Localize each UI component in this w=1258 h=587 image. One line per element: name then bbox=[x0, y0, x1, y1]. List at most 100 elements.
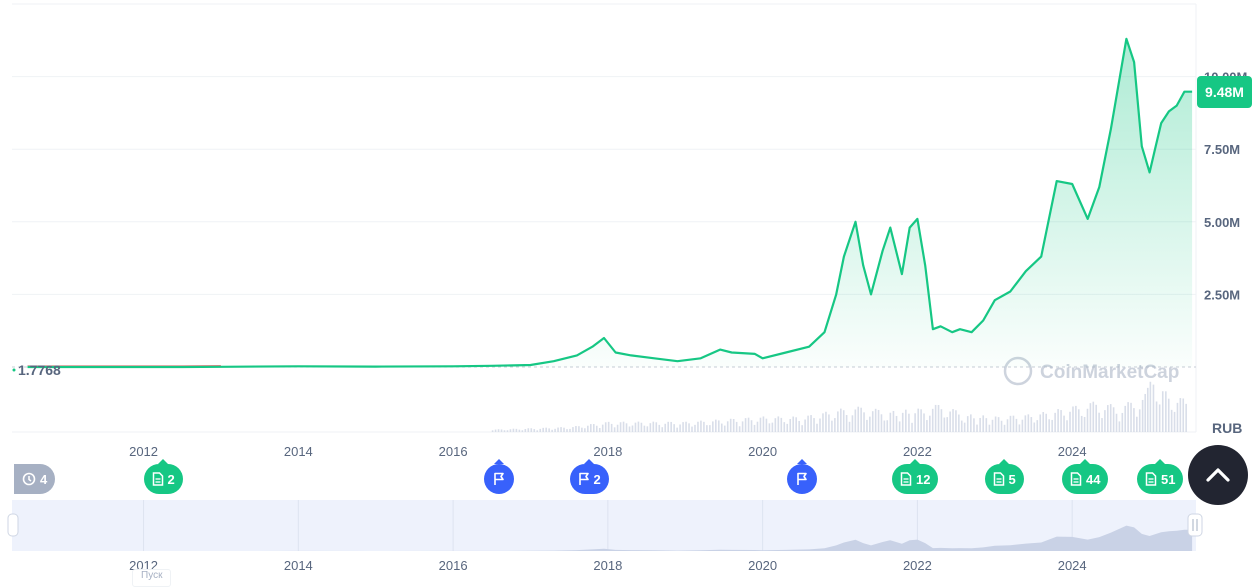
volume-bar bbox=[1136, 417, 1138, 432]
volume-bar bbox=[673, 424, 675, 432]
volume-bar bbox=[804, 420, 806, 432]
volume-bar bbox=[783, 422, 785, 432]
volume-bar bbox=[1081, 416, 1083, 432]
volume-bar bbox=[935, 405, 937, 432]
volume-bar bbox=[721, 424, 723, 432]
navigator-x-tick-label: 2016 bbox=[439, 558, 468, 573]
volume-bar bbox=[1054, 413, 1056, 432]
event-marker-news[interactable]: 51 bbox=[1137, 464, 1183, 494]
volume-bar bbox=[605, 422, 607, 432]
volume-bar bbox=[946, 417, 948, 432]
volume-bar bbox=[658, 425, 660, 432]
volume-bar bbox=[522, 430, 524, 432]
volume-bar bbox=[679, 424, 681, 432]
volume-bar bbox=[655, 422, 657, 432]
volume-bar bbox=[852, 415, 854, 432]
volume-bar bbox=[989, 425, 991, 432]
volume-bar bbox=[855, 409, 857, 432]
volume-bar bbox=[1171, 410, 1173, 432]
volume-bar bbox=[1153, 385, 1155, 432]
volume-bar bbox=[834, 418, 836, 432]
volume-bar bbox=[810, 415, 812, 432]
volume-bar bbox=[846, 415, 848, 432]
volume-bar bbox=[694, 425, 696, 432]
volume-bar bbox=[798, 421, 800, 432]
volume-bar bbox=[575, 426, 577, 432]
currency-label[interactable]: RUB bbox=[1212, 420, 1242, 436]
event-marker-news[interactable]: 12 bbox=[892, 464, 938, 494]
volume-bar bbox=[789, 419, 791, 432]
event-marker-flag[interactable] bbox=[484, 464, 514, 494]
volume-bar bbox=[938, 405, 940, 432]
event-marker-news[interactable]: 2 bbox=[144, 464, 183, 494]
volume-bar bbox=[626, 423, 628, 432]
event-marker-history[interactable]: 4 bbox=[14, 464, 55, 494]
volume-bar bbox=[837, 411, 839, 432]
volume-bar bbox=[495, 430, 497, 432]
volume-bar bbox=[1104, 410, 1106, 432]
volume-bar bbox=[748, 418, 750, 432]
flag-icon bbox=[796, 472, 808, 486]
volume-bar bbox=[807, 416, 809, 432]
chevron-up-icon bbox=[1205, 467, 1231, 483]
volume-bar bbox=[530, 428, 532, 432]
volume-bar bbox=[1025, 415, 1027, 432]
document-icon bbox=[1070, 472, 1082, 486]
volume-bar bbox=[1075, 406, 1077, 432]
volume-bar bbox=[917, 409, 919, 432]
volume-bar bbox=[778, 416, 780, 432]
volume-bar bbox=[1174, 412, 1176, 432]
marker-pointer bbox=[797, 459, 807, 464]
event-marker-flag[interactable]: 2 bbox=[570, 464, 609, 494]
event-marker-count: 4 bbox=[40, 472, 47, 487]
volume-bar bbox=[863, 412, 865, 432]
volume-bar bbox=[536, 430, 538, 432]
volume-bar bbox=[760, 418, 762, 432]
volume-bar bbox=[1036, 420, 1038, 432]
document-icon bbox=[1145, 472, 1157, 486]
volume-bar bbox=[706, 425, 708, 432]
volume-bar bbox=[703, 422, 705, 432]
volume-bar bbox=[1051, 420, 1053, 432]
volume-bar bbox=[1045, 414, 1047, 432]
volume-bar bbox=[992, 420, 994, 432]
volume-bar bbox=[905, 410, 907, 432]
volume-bar bbox=[932, 409, 934, 432]
volume-bar bbox=[899, 421, 901, 432]
volume-bar bbox=[685, 422, 687, 432]
volume-bar bbox=[849, 422, 851, 432]
volume-bar bbox=[896, 416, 898, 432]
volume-bar bbox=[533, 429, 535, 432]
x-tick-label: 2020 bbox=[748, 444, 777, 459]
volume-bar bbox=[608, 422, 610, 432]
event-marker-news[interactable]: 44 bbox=[1062, 464, 1108, 494]
volume-bar bbox=[1001, 421, 1003, 432]
volume-bar bbox=[581, 428, 583, 432]
volume-bar bbox=[1116, 414, 1118, 432]
volume-bar bbox=[525, 429, 527, 432]
volume-bar bbox=[813, 418, 815, 432]
marker-pointer bbox=[999, 459, 1009, 464]
volume-bar bbox=[545, 428, 547, 432]
volume-bar bbox=[712, 421, 714, 432]
event-marker-news[interactable]: 5 bbox=[985, 464, 1024, 494]
event-marker-count: 5 bbox=[1009, 472, 1016, 487]
volume-bar bbox=[1066, 420, 1068, 432]
start-value-label: 1.7768 bbox=[18, 362, 61, 378]
volume-bar bbox=[766, 419, 768, 432]
event-marker-count: 12 bbox=[916, 472, 930, 487]
volume-bar bbox=[688, 423, 690, 432]
marker-pointer bbox=[158, 459, 168, 464]
event-marker-flag[interactable] bbox=[787, 464, 817, 494]
volume-bar bbox=[587, 426, 589, 432]
volume-bar bbox=[682, 422, 684, 432]
scroll-top-button[interactable] bbox=[1188, 445, 1248, 505]
volume-bar bbox=[501, 429, 503, 432]
volume-bar bbox=[816, 424, 818, 432]
volume-bar bbox=[718, 420, 720, 432]
volume-bar bbox=[958, 415, 960, 432]
navigator-hint: Пуск bbox=[132, 569, 171, 587]
volume-bar bbox=[795, 417, 797, 432]
